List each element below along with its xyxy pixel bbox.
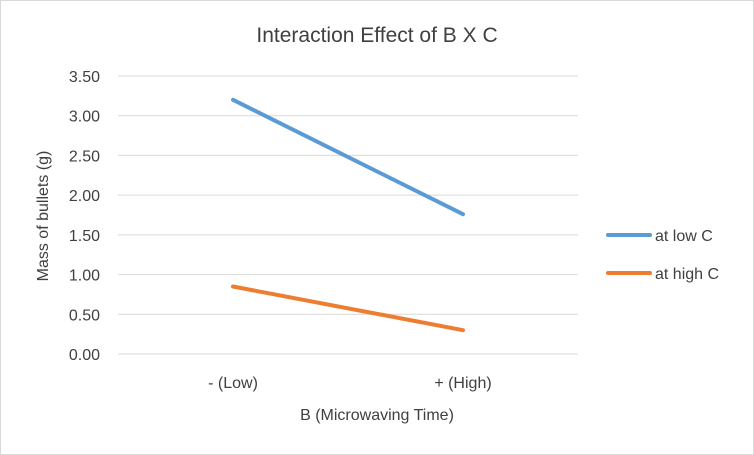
series-lines [231, 97, 465, 333]
y-tick-label: 3.00 [69, 109, 100, 126]
legend-label: at high C [655, 266, 719, 283]
y-tick-label: 0.00 [69, 347, 100, 364]
y-tick-label: 3.50 [69, 69, 100, 86]
y-tick-labels: 0.00 0.50 1.00 1.50 2.00 2.50 3.00 3.50 [69, 69, 100, 364]
legend: at low C at high C [606, 228, 719, 283]
y-tick-label: 1.00 [69, 268, 100, 285]
x-tick-label: - (Low) [208, 375, 258, 392]
x-axis-title: B (Microwaving Time) [300, 407, 454, 424]
y-tick-label: 2.00 [69, 188, 100, 205]
legend-label: at low C [655, 228, 713, 245]
y-axis-title: Mass of bullets (g) [35, 151, 52, 282]
x-tick-labels: - (Low) + (High) [208, 375, 492, 392]
chart-title: Interaction Effect of B X C [256, 24, 497, 47]
y-tick-label: 1.50 [69, 228, 100, 245]
y-tick-label: 0.50 [69, 307, 100, 324]
x-tick-label: + (High) [434, 375, 491, 392]
series-line-1 [231, 284, 465, 333]
gridlines [118, 75, 578, 355]
y-tick-label: 2.50 [69, 148, 100, 165]
series-line-0 [231, 97, 465, 217]
